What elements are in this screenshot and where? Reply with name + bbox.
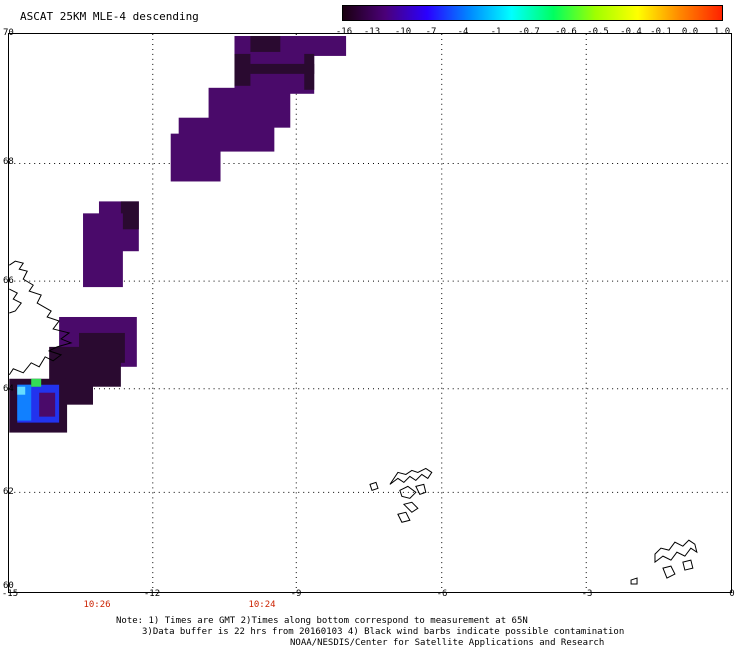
data-cell — [120, 201, 139, 230]
swath-cells-south — [9, 316, 137, 433]
note-line: 3)Data buffer is 22 hrs from 20160103 4)… — [142, 627, 625, 637]
island-path — [369, 481, 379, 491]
lon-label: -12 — [143, 589, 161, 599]
coastline-path — [9, 260, 73, 376]
lat-label: 60 — [3, 581, 14, 591]
island-path — [415, 483, 427, 495]
island-path — [662, 565, 676, 579]
colorbar-label: -7 — [425, 27, 437, 37]
coastline-iceland — [9, 260, 73, 376]
colorbar-label: -13 — [363, 27, 381, 37]
time-label: 10:24 — [248, 600, 276, 610]
lat-label: 64 — [3, 384, 14, 394]
colorbar-labels: -16 -13 -10 -7 -4 -1 -0.7 -0.6 -0.5 -0.4… — [330, 27, 740, 39]
island-path — [389, 467, 433, 485]
data-cell — [234, 53, 251, 86]
island-path — [682, 559, 694, 571]
island-path — [397, 511, 411, 523]
swath-cells-middle — [83, 201, 139, 288]
island-path — [402, 501, 419, 513]
grid-lines — [9, 34, 731, 592]
lon-label: -6 — [436, 589, 448, 599]
colorbar-label: -10 — [394, 27, 412, 37]
colorbar-label: -0.4 — [620, 27, 642, 37]
lon-label: -3 — [581, 589, 593, 599]
data-cell — [304, 53, 315, 90]
colorbar-label: -4 — [457, 27, 469, 37]
lat-label: 66 — [3, 276, 14, 286]
data-cell — [170, 133, 221, 182]
colorbar-label: 1.0 — [713, 27, 731, 37]
colorbar-label: -0.1 — [650, 27, 672, 37]
swath-cells-north — [170, 35, 347, 182]
colorbar-label: -16 — [335, 27, 353, 37]
island-path — [630, 577, 638, 585]
colorbar-label: -0.5 — [587, 27, 609, 37]
time-label: 10:26 — [83, 600, 111, 610]
data-cell — [31, 378, 42, 387]
lat-label: 70 — [3, 28, 14, 38]
data-cell — [39, 392, 56, 417]
coastline-faroe-islands — [369, 467, 433, 523]
map-panel — [8, 33, 732, 593]
colorbar-label: -1 — [490, 27, 502, 37]
chart-title: ASCAT 25KM MLE-4 descending — [20, 10, 199, 23]
coastline-path — [9, 288, 23, 314]
data-cell — [65, 372, 93, 405]
lon-label: -15 — [1, 589, 19, 599]
lon-label: 0 — [729, 589, 735, 599]
data-cell — [250, 35, 281, 52]
lat-label: 68 — [3, 157, 14, 167]
island-path — [399, 485, 417, 499]
colorbar-label: -0.7 — [518, 27, 540, 37]
note-line: NOAA/NESDIS/Center for Satellite Applica… — [290, 638, 605, 648]
note-line: Note: 1) Times are GMT 2)Times along bot… — [116, 616, 528, 626]
data-cell — [250, 63, 315, 74]
colorbar-label: 0.0 — [681, 27, 699, 37]
island-path — [654, 539, 698, 564]
coastline-shetland-islands — [630, 539, 698, 585]
data-cell — [17, 386, 26, 395]
colorbar-label: -0.6 — [555, 27, 577, 37]
lon-label: -9 — [290, 589, 302, 599]
lat-label: 62 — [3, 487, 14, 497]
colorbar — [342, 5, 723, 21]
data-cell — [83, 213, 123, 288]
